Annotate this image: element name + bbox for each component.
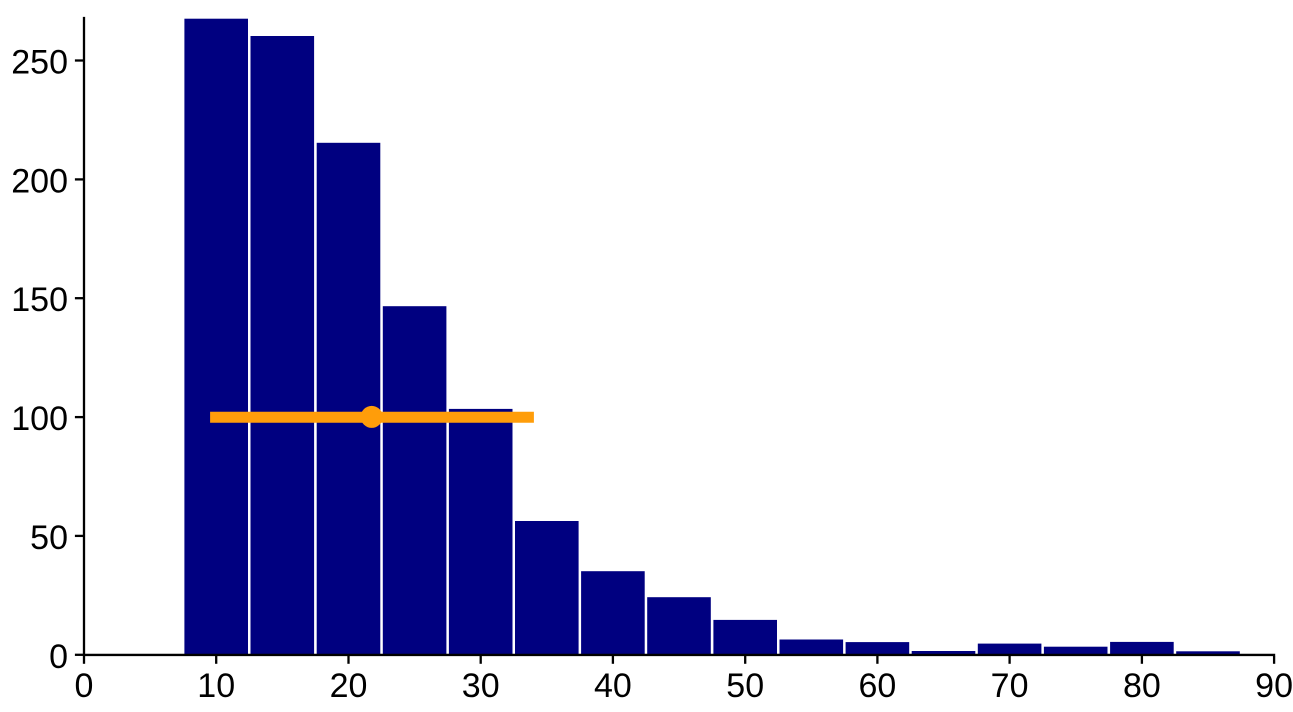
svg-text:70: 70 [991, 667, 1029, 705]
svg-text:0: 0 [49, 638, 68, 676]
svg-text:20: 20 [330, 667, 368, 705]
svg-text:100: 100 [11, 400, 68, 438]
svg-text:0: 0 [75, 667, 94, 705]
svg-text:80: 80 [1123, 667, 1161, 705]
svg-text:250: 250 [11, 44, 68, 82]
svg-text:150: 150 [11, 281, 68, 319]
svg-text:30: 30 [462, 667, 500, 705]
svg-text:10: 10 [197, 667, 235, 705]
svg-text:50: 50 [726, 667, 764, 705]
svg-text:60: 60 [858, 667, 896, 705]
svg-text:90: 90 [1255, 667, 1293, 705]
svg-text:40: 40 [594, 667, 632, 705]
svg-text:200: 200 [11, 162, 68, 200]
svg-text:50: 50 [30, 519, 68, 557]
